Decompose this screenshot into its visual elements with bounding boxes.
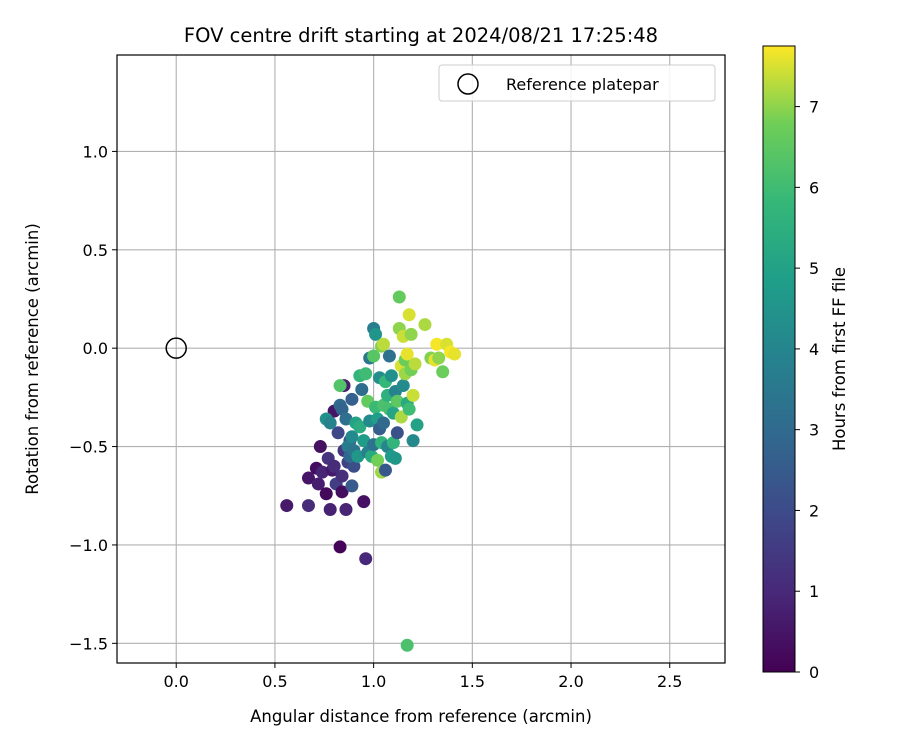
- data-point: [432, 351, 446, 365]
- data-point: [345, 430, 359, 444]
- data-point: [402, 308, 416, 322]
- colorbar-tick-label: 3: [809, 421, 819, 440]
- reference-platepar-marker: [165, 337, 187, 359]
- data-point: [345, 392, 359, 406]
- colorbar: 0 1 2 3 4 5 6 7 Hours from first FF file: [762, 45, 849, 682]
- data-point: [376, 416, 390, 430]
- data-point: [339, 412, 353, 426]
- data-point: [394, 410, 408, 424]
- chart-title: FOV centre drift starting at 2024/08/21 …: [184, 24, 658, 47]
- data-point: [418, 318, 432, 332]
- data-point: [367, 349, 381, 363]
- data-point: [371, 453, 385, 467]
- data-point: [402, 402, 416, 416]
- data-point: [280, 499, 294, 513]
- grid-lines: [117, 55, 725, 663]
- y-tick-label: −0.5: [69, 438, 108, 457]
- data-point: [386, 436, 400, 450]
- data-point: [396, 379, 410, 393]
- y-axis-ticks: −1.5 −1.0 −0.5 0.0 0.5 1.0: [69, 142, 117, 653]
- data-point: [331, 426, 345, 440]
- y-axis-label: Rotation from reference (arcmin): [23, 223, 42, 495]
- y-tick-label: 1.0: [83, 142, 108, 161]
- y-tick-label: −1.5: [69, 634, 108, 653]
- data-point: [448, 347, 462, 361]
- colorbar-ticks: 0 1 2 3 4 5 6 7: [795, 98, 819, 682]
- data-point: [323, 503, 337, 517]
- data-point: [353, 420, 367, 434]
- data-point: [313, 440, 327, 454]
- data-point: [410, 418, 424, 432]
- data-point: [406, 434, 420, 448]
- data-point: [327, 459, 341, 473]
- data-point: [323, 416, 337, 430]
- colorbar-tick-label: 4: [809, 340, 819, 359]
- colorbar-tick-label: 5: [809, 259, 819, 278]
- colorbar-tick-label: 2: [809, 501, 819, 520]
- data-point: [408, 357, 422, 371]
- data-point: [378, 463, 392, 477]
- data-point: [404, 327, 418, 341]
- y-tick-label: −1.0: [69, 536, 108, 555]
- data-point: [315, 465, 329, 479]
- plot-frame: [116, 54, 726, 664]
- data-point: [392, 290, 406, 304]
- data-point: [335, 485, 349, 499]
- data-point: [406, 388, 420, 402]
- colorbar-tick-label: 0: [809, 663, 819, 682]
- data-point: [382, 349, 396, 363]
- colorbar-label: Hours from first FF file: [830, 267, 849, 451]
- x-tick-label: 1.0: [361, 672, 386, 691]
- data-point: [359, 367, 373, 381]
- data-point: [430, 337, 444, 351]
- x-tick-label: 2.0: [558, 672, 583, 691]
- data-point: [355, 382, 369, 396]
- data-point: [390, 394, 404, 408]
- data-point: [357, 495, 371, 509]
- data-point: [333, 540, 347, 554]
- data-point: [369, 327, 383, 341]
- data-point: [301, 499, 315, 513]
- data-point: [333, 379, 347, 393]
- data-point: [400, 347, 414, 361]
- data-point: [347, 459, 361, 473]
- data-point: [351, 449, 365, 463]
- x-tick-label: 0.0: [163, 672, 188, 691]
- x-tick-label: 0.5: [262, 672, 287, 691]
- data-point: [335, 469, 349, 483]
- data-point: [376, 337, 390, 351]
- colorbar-gradient: [762, 45, 796, 673]
- data-point: [311, 477, 325, 491]
- colorbar-tick-label: 1: [809, 582, 819, 601]
- legend-label: Reference platepar: [506, 75, 659, 94]
- data-point: [319, 487, 333, 501]
- x-tick-label: 2.5: [657, 672, 682, 691]
- x-tick-label: 1.5: [460, 672, 485, 691]
- data-point: [436, 365, 450, 379]
- data-point: [345, 479, 359, 493]
- y-tick-label: 0.0: [83, 339, 108, 358]
- data-point: [339, 503, 353, 517]
- x-axis-label: Angular distance from reference (arcmin): [250, 707, 592, 726]
- data-point: [335, 402, 349, 416]
- data-point: [388, 451, 402, 465]
- legend: Reference platepar: [438, 64, 716, 102]
- y-tick-label: 0.5: [83, 241, 108, 260]
- colorbar-tick-label: 6: [809, 178, 819, 197]
- data-point: [400, 638, 414, 652]
- legend-box: [438, 64, 716, 102]
- data-point: [301, 471, 315, 485]
- x-axis-ticks: 0.0 0.5 1.0 1.5 2.0 2.5: [163, 663, 682, 691]
- data-point: [390, 426, 404, 440]
- data-point: [359, 552, 373, 566]
- scatter-points: [280, 290, 462, 652]
- data-point: [357, 434, 371, 448]
- legend-open-circle-icon: [457, 73, 479, 95]
- data-point: [384, 369, 398, 383]
- colorbar-tick-label: 7: [809, 98, 819, 117]
